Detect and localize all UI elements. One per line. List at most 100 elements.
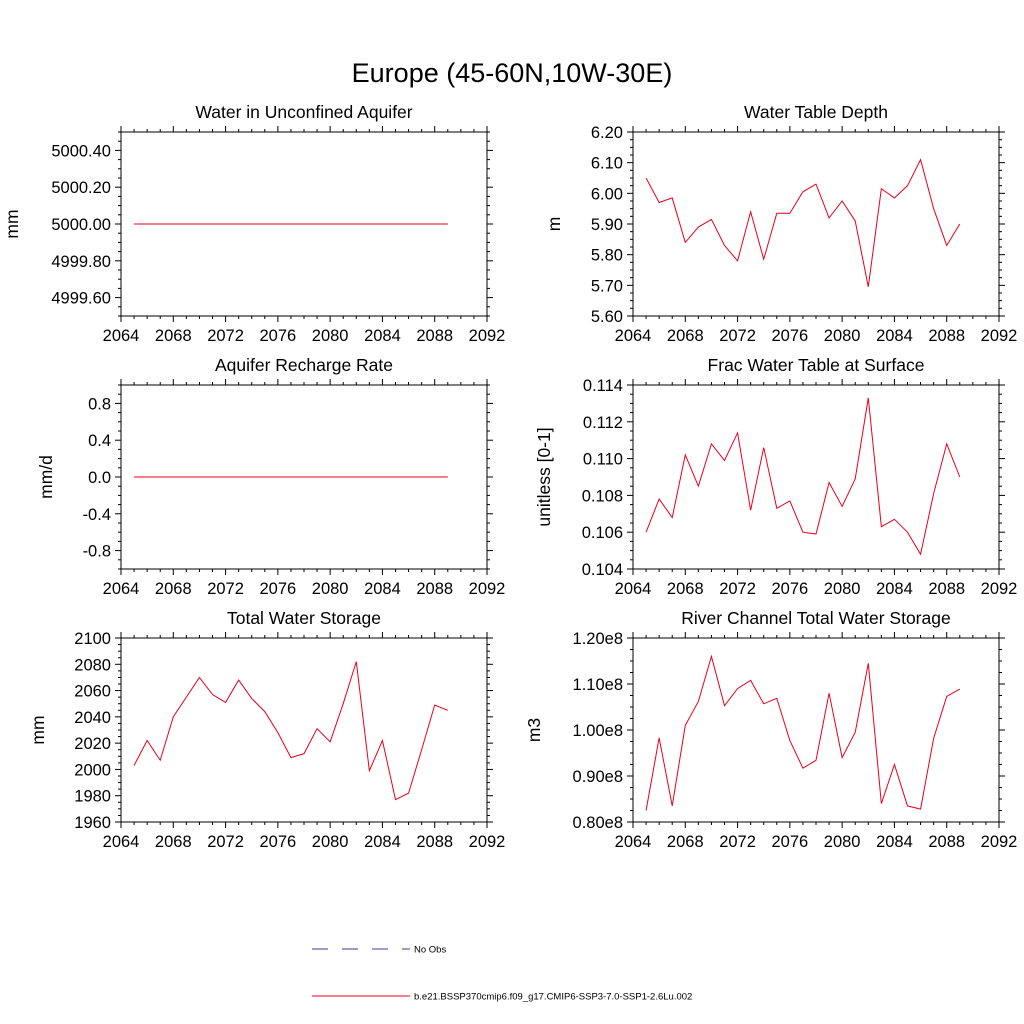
y-tick-label: 1.00e8 bbox=[573, 722, 623, 740]
y-tick-label: 2020 bbox=[74, 735, 111, 753]
x-tick-label: 2088 bbox=[416, 833, 453, 851]
x-tick-label: 2064 bbox=[103, 833, 140, 851]
x-tick-label: 2092 bbox=[469, 833, 506, 851]
x-tick-label: 2072 bbox=[207, 833, 244, 851]
x-tick-label: 2072 bbox=[719, 327, 756, 345]
legend-label-no-obs: No Obs bbox=[414, 945, 446, 956]
y-tick-label: 0.106 bbox=[582, 524, 623, 542]
x-tick-label: 2068 bbox=[667, 327, 704, 345]
y-tick-label: 2060 bbox=[74, 683, 111, 701]
x-tick-label: 2084 bbox=[364, 833, 401, 851]
x-tick-label: 2084 bbox=[876, 580, 913, 598]
series-line bbox=[645, 397, 961, 556]
x-tick-label: 2064 bbox=[615, 833, 652, 851]
y-tick-label: 0.112 bbox=[583, 414, 623, 432]
panel-4: Frac Water Table at Surface 2064 2068 2072 2… bbox=[534, 355, 1017, 598]
legend-entry-model-run: b.e21.BSSP370cmip6.f09_g17.CMIP6-SSP3-7.… bbox=[312, 992, 692, 1003]
y-tick-label: 2000 bbox=[74, 761, 111, 779]
x-tick-label: 2092 bbox=[469, 327, 506, 345]
y-tick-label: 0.8 bbox=[88, 395, 111, 413]
x-tick-label: 2068 bbox=[155, 580, 192, 598]
y-tick-label: 2080 bbox=[74, 656, 111, 674]
panel-2: Water Table Depth 2064 2068 2072 2076 2080 208… bbox=[544, 102, 1017, 345]
panels: Water in Unconfined Aquifer 2064 2068 2072 2… bbox=[2, 102, 1017, 851]
y-axis-label: m bbox=[544, 217, 564, 232]
x-tick-label: 2076 bbox=[259, 833, 296, 851]
x-tick-label: 2076 bbox=[771, 833, 808, 851]
y-tick-label: 2100 bbox=[74, 630, 111, 648]
x-tick-label: 2076 bbox=[771, 327, 808, 345]
y-axis-label: unitless [0-1] bbox=[534, 427, 554, 526]
y-tick-label: 0.4 bbox=[88, 432, 111, 450]
x-tick-label: 2076 bbox=[259, 327, 296, 345]
x-tick-label: 2088 bbox=[416, 580, 453, 598]
x-tick-label: 2084 bbox=[364, 580, 401, 598]
y-tick-label: 1960 bbox=[74, 814, 111, 832]
figure-title: Europe (45-60N,10W-30E) bbox=[352, 58, 673, 88]
y-tick-label: 0.104 bbox=[582, 561, 623, 579]
panel-5: Total Water Storage 2064 2068 2072 2076 2080 2… bbox=[28, 608, 505, 851]
plot-frame bbox=[120, 637, 488, 823]
panel-title: Total Water Storage bbox=[227, 608, 381, 628]
y-tick-label: 4999.80 bbox=[51, 253, 111, 271]
panel-6: River Channel Total Water Storage 2064 206… bbox=[524, 608, 1017, 851]
x-tick-label: 2084 bbox=[876, 327, 913, 345]
y-tick-label: 5.90 bbox=[591, 216, 623, 234]
series-line bbox=[645, 158, 961, 287]
y-tick-label: 5000.40 bbox=[51, 142, 111, 160]
panel-title: Water in Unconfined Aquifer bbox=[195, 102, 412, 122]
x-tick-label: 2064 bbox=[615, 580, 652, 598]
x-tick-label: 2072 bbox=[719, 833, 756, 851]
x-tick-label: 2092 bbox=[469, 580, 506, 598]
y-axis-label: mm bbox=[2, 209, 22, 238]
y-axis-label: mm/d bbox=[36, 455, 56, 499]
series-line bbox=[645, 654, 961, 811]
y-axis-label: mm bbox=[28, 715, 48, 744]
x-tick-label: 2068 bbox=[155, 833, 192, 851]
x-tick-label: 2068 bbox=[667, 833, 704, 851]
plot-frame bbox=[632, 637, 1000, 823]
y-tick-label: 5.60 bbox=[591, 308, 623, 326]
legend-entry-no-obs: No Obs bbox=[312, 945, 446, 956]
x-tick-label: 2080 bbox=[312, 327, 349, 345]
x-tick-label: 2064 bbox=[103, 327, 140, 345]
y-tick-label: 1.20e8 bbox=[573, 630, 623, 648]
x-tick-label: 2088 bbox=[928, 580, 965, 598]
y-tick-label: 0.114 bbox=[583, 377, 623, 395]
y-tick-label: 0.110 bbox=[583, 451, 623, 469]
x-tick-label: 2088 bbox=[928, 327, 965, 345]
y-tick-label: 6.00 bbox=[591, 185, 623, 203]
x-tick-label: 2092 bbox=[981, 327, 1018, 345]
x-tick-label: 2076 bbox=[259, 580, 296, 598]
y-tick-label: 2040 bbox=[74, 709, 111, 727]
panel-1: Water in Unconfined Aquifer 2064 2068 2072 2… bbox=[2, 102, 505, 345]
x-tick-label: 2088 bbox=[416, 327, 453, 345]
y-tick-label: 6.10 bbox=[591, 155, 623, 173]
series-line bbox=[133, 661, 448, 801]
x-tick-label: 2076 bbox=[771, 580, 808, 598]
x-tick-label: 2072 bbox=[207, 327, 244, 345]
x-tick-label: 2080 bbox=[312, 833, 349, 851]
x-tick-label: 2092 bbox=[981, 833, 1018, 851]
y-tick-label: 5.80 bbox=[591, 247, 623, 265]
panel-title: Water Table Depth bbox=[744, 102, 888, 122]
y-tick-label: 6.20 bbox=[591, 124, 623, 142]
panel-title: Aquifer Recharge Rate bbox=[215, 355, 393, 375]
y-tick-label: -0.4 bbox=[83, 506, 111, 524]
y-tick-label: 1.10e8 bbox=[573, 676, 623, 694]
legend-label-model-run: b.e21.BSSP370cmip6.f09_g17.CMIP6-SSP3-7.… bbox=[414, 992, 692, 1003]
x-tick-label: 2068 bbox=[155, 327, 192, 345]
x-tick-label: 2068 bbox=[667, 580, 704, 598]
panel-title: Frac Water Table at Surface bbox=[708, 355, 925, 375]
y-tick-label: 4999.60 bbox=[51, 290, 111, 308]
x-tick-label: 2080 bbox=[824, 833, 861, 851]
y-tick-label: 0.90e8 bbox=[573, 768, 623, 786]
x-tick-label: 2064 bbox=[103, 580, 140, 598]
plot-frame bbox=[632, 131, 1000, 317]
x-tick-label: 2084 bbox=[364, 327, 401, 345]
x-tick-label: 2064 bbox=[615, 327, 652, 345]
x-tick-label: 2088 bbox=[928, 833, 965, 851]
plot-frame bbox=[632, 384, 1000, 570]
y-tick-label: 5000.00 bbox=[51, 216, 111, 234]
